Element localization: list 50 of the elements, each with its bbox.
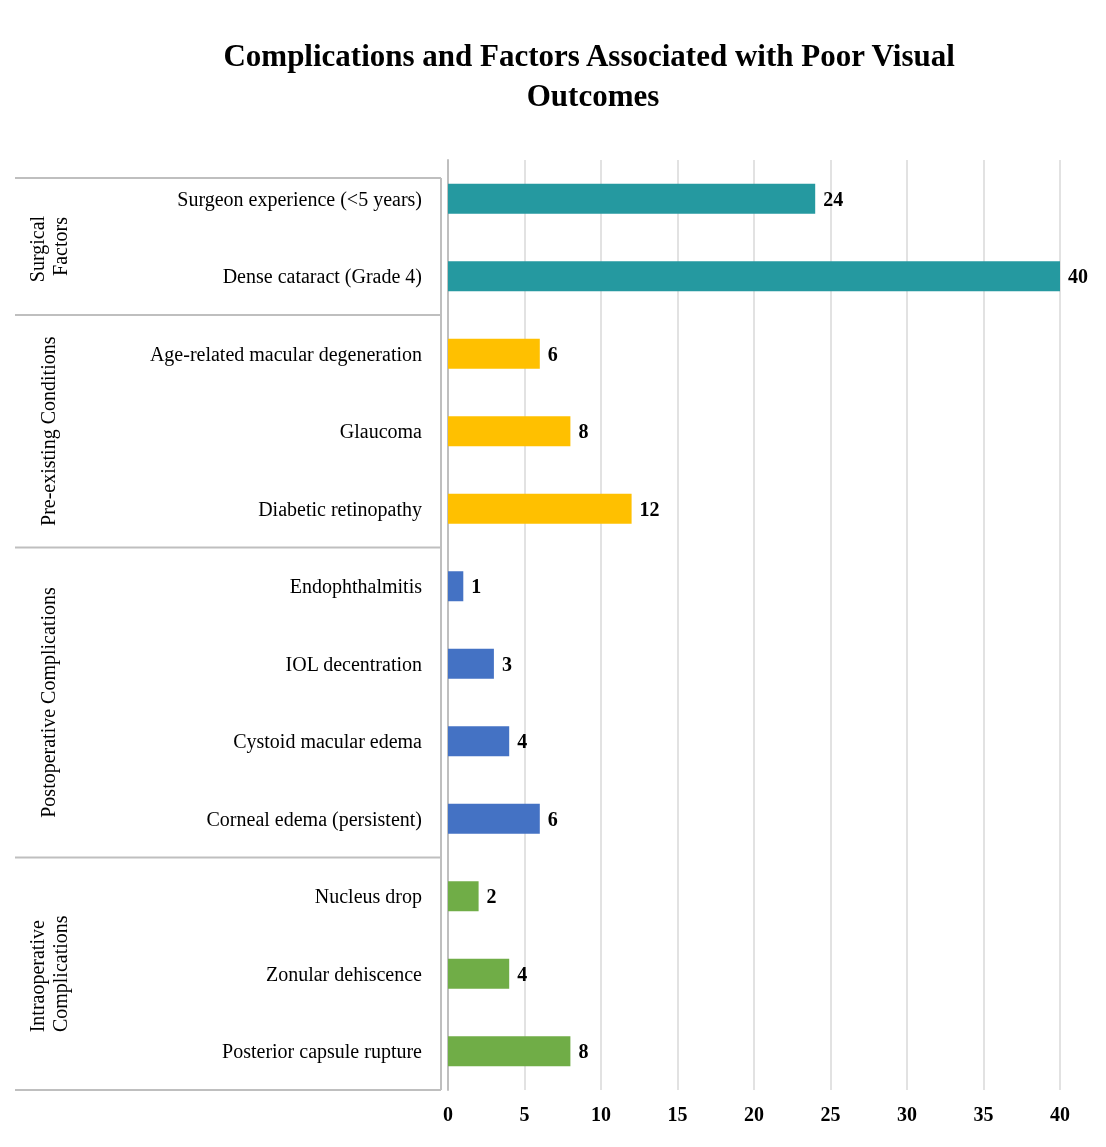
- data-label: 1: [471, 575, 482, 598]
- data-label: 8: [578, 1040, 589, 1063]
- bar: [448, 183, 816, 214]
- y-tick-label: Zonular dehiscence: [265, 962, 423, 985]
- x-tick-label: 35: [973, 1103, 994, 1125]
- chart-title: Complications and Factors Associated with Poor Visual Outcomes: [223, 37, 963, 113]
- data-label: 4: [517, 962, 528, 985]
- text: Postoperative Complications: [37, 587, 60, 818]
- data-label: 6: [547, 342, 558, 365]
- y-tick-label: Age-related macular degeneration: [149, 342, 422, 366]
- x-tick-label: 20: [744, 1103, 764, 1125]
- bar: [448, 338, 540, 369]
- data-label: 6: [547, 807, 558, 830]
- x-tick-label: 40: [1050, 1103, 1070, 1125]
- bar: [448, 726, 510, 757]
- data-label: 3: [501, 652, 512, 675]
- x-tick-label: 25: [820, 1103, 841, 1125]
- data-label: 2: [486, 885, 497, 908]
- data-label: 4: [517, 730, 528, 753]
- y-tick-label: Diabetic retinopathy: [258, 497, 422, 521]
- x-tick-label: 10: [591, 1103, 611, 1125]
- bar: [448, 493, 632, 524]
- y-tick-label: Corneal edema (persistent): [206, 807, 422, 831]
- x-tick-label: 5: [519, 1103, 530, 1125]
- x-tick-label: 0: [443, 1103, 453, 1125]
- y-tick-label: Surgeon experience (<5 years): [177, 187, 422, 211]
- data-label: 40: [1068, 265, 1088, 288]
- bar: [448, 571, 464, 602]
- y-tick-label: Glaucoma: [339, 420, 423, 443]
- bar: [448, 958, 510, 989]
- bar: [448, 803, 540, 834]
- bar: [448, 648, 494, 679]
- bar: [448, 261, 1060, 292]
- data-label: 8: [578, 420, 589, 443]
- x-tick-label: 30: [897, 1103, 917, 1125]
- bar: [448, 1036, 571, 1067]
- bar: [448, 416, 571, 447]
- y-tick-label: IOL decentration: [285, 652, 422, 675]
- data-label: 24: [823, 187, 844, 210]
- y-tick-label: Posterior capsule rupture: [222, 1040, 423, 1064]
- y-tick-label: Endophthalmitis: [289, 575, 423, 599]
- data-label: 12: [639, 497, 660, 520]
- x-tick-label: 15: [667, 1103, 688, 1125]
- y-tick-label: Dense cataract (Grade 4): [222, 265, 422, 289]
- text: Intraoperative Complications: [25, 915, 72, 1033]
- y-tick-label: Cystoid macular edema: [233, 730, 423, 754]
- text: Pre-existing Conditions: [37, 336, 60, 526]
- bar: [448, 881, 479, 912]
- text: Surgical Factors: [25, 210, 71, 283]
- y-tick-label: Nucleus drop: [314, 885, 422, 909]
